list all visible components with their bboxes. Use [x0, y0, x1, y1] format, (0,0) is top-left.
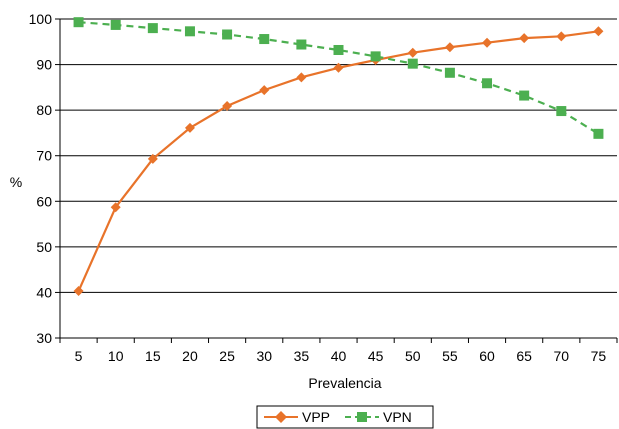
y-tick-label: 70	[36, 148, 52, 164]
y-tick-label: 40	[36, 284, 52, 300]
x-tick-label: 25	[219, 348, 235, 364]
y-axis-title: %	[10, 174, 22, 190]
legend-label-vpn: VPN	[383, 409, 412, 425]
data-point	[519, 33, 530, 44]
legend-label-vpp: VPP	[302, 409, 330, 425]
data-point	[333, 44, 344, 55]
y-tick-label: 50	[36, 239, 52, 255]
data-point	[482, 78, 493, 89]
x-tick-label: 50	[405, 348, 421, 364]
data-point	[184, 26, 195, 37]
grid-lines	[60, 18, 617, 293]
legend-marker-vpn	[357, 412, 367, 422]
y-tick-label: 100	[29, 11, 53, 27]
x-tick-label: 65	[516, 348, 532, 364]
x-tick-label: 15	[145, 348, 161, 364]
x-tick-label: 40	[331, 348, 347, 364]
y-tick-label: 60	[36, 193, 52, 209]
data-point	[593, 128, 604, 139]
series-vpn	[73, 17, 604, 139]
data-point	[73, 17, 84, 28]
data-point	[444, 42, 455, 53]
x-tick-label: 5	[75, 348, 83, 364]
x-tick-label: 45	[368, 348, 384, 364]
tick-labels: 30 40 50 60 70 80 90 100 5 10 15 20 25 30 35 40 45 50 55 60…	[29, 11, 607, 364]
data-point	[259, 85, 270, 96]
data-point	[222, 101, 233, 112]
data-point	[444, 67, 455, 78]
data-point	[147, 23, 158, 34]
data-point	[519, 90, 530, 101]
data-point	[556, 106, 567, 117]
data-point	[147, 153, 158, 164]
x-tick-label: 75	[591, 348, 607, 364]
x-tick-label: 35	[294, 348, 310, 364]
data-point	[482, 37, 493, 48]
x-tick-label: 60	[479, 348, 495, 364]
series-vpp	[73, 26, 604, 297]
x-axis-title: Prevalencia	[308, 375, 381, 391]
x-tick-label: 20	[182, 348, 198, 364]
x-tick-label: 10	[108, 348, 124, 364]
axes	[55, 18, 618, 343]
legend-marker-vpp	[275, 411, 287, 423]
x-tick-label: 55	[442, 348, 458, 364]
data-point	[110, 202, 121, 213]
data-point	[407, 58, 418, 69]
data-point	[259, 34, 270, 45]
data-point	[184, 122, 195, 133]
data-point	[296, 39, 307, 50]
data-point	[296, 72, 307, 83]
series-line-vpn	[78, 21, 600, 135]
data-point	[407, 47, 418, 58]
data-point	[73, 286, 84, 297]
x-tick-label: 30	[256, 348, 272, 364]
y-tick-label: 90	[36, 57, 52, 73]
data-point	[556, 31, 567, 42]
data-point	[370, 51, 381, 62]
y-tick-label: 30	[36, 330, 52, 346]
legend: VPP VPN	[256, 405, 434, 429]
x-tick-label: 70	[554, 348, 570, 364]
y-tick-label: 80	[36, 102, 52, 118]
data-point	[110, 19, 121, 30]
data-point	[593, 26, 604, 37]
series-layer	[73, 17, 604, 297]
data-point	[222, 29, 233, 40]
data-point	[333, 62, 344, 73]
